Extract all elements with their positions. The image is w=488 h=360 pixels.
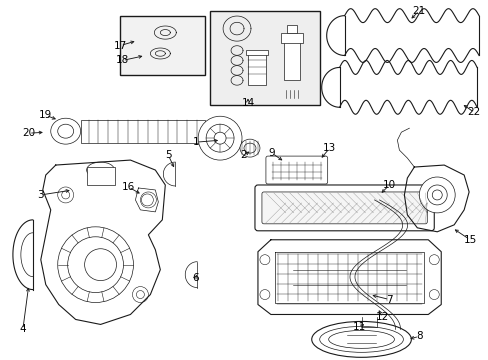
Text: 7: 7 [386, 294, 392, 305]
Text: 13: 13 [323, 143, 336, 153]
Circle shape [61, 191, 69, 199]
Ellipse shape [240, 139, 260, 157]
Text: 15: 15 [463, 235, 476, 245]
Circle shape [67, 237, 123, 293]
Bar [286, 24, 296, 32]
Ellipse shape [311, 321, 410, 357]
Circle shape [260, 289, 269, 300]
Text: 11: 11 [352, 323, 366, 332]
Bar [210, 11, 319, 105]
Text: 17: 17 [114, 41, 127, 50]
Bar [245, 50, 267, 55]
Text: 5: 5 [164, 150, 171, 160]
Ellipse shape [51, 118, 81, 144]
Circle shape [84, 249, 116, 280]
Circle shape [427, 185, 447, 205]
Circle shape [206, 124, 234, 152]
FancyBboxPatch shape [254, 185, 433, 231]
Text: 12: 12 [375, 312, 388, 323]
Text: 22: 22 [467, 107, 480, 117]
Text: 16: 16 [122, 182, 135, 192]
Text: 14: 14 [241, 98, 254, 108]
Ellipse shape [58, 124, 74, 138]
Circle shape [132, 287, 148, 302]
Text: 10: 10 [382, 180, 395, 190]
Text: 9: 9 [268, 148, 275, 158]
Text: 18: 18 [116, 55, 129, 66]
Ellipse shape [86, 162, 114, 178]
Ellipse shape [244, 143, 255, 153]
Text: 20: 20 [22, 128, 35, 138]
FancyBboxPatch shape [265, 156, 327, 184]
Text: 2: 2 [240, 150, 247, 160]
Circle shape [419, 177, 454, 213]
Text: 21: 21 [412, 6, 425, 15]
Text: 4: 4 [20, 324, 26, 334]
Bar [247, 54, 265, 85]
Text: 3: 3 [38, 190, 44, 200]
Ellipse shape [319, 327, 403, 352]
Circle shape [144, 196, 152, 204]
Circle shape [431, 190, 441, 200]
Circle shape [58, 227, 133, 302]
Circle shape [198, 116, 242, 160]
Text: 19: 19 [39, 110, 52, 120]
Bar [283, 41, 299, 80]
Circle shape [58, 187, 74, 203]
Bar [81, 120, 205, 143]
Polygon shape [154, 26, 176, 39]
Circle shape [140, 192, 156, 208]
Text: 8: 8 [415, 332, 422, 341]
FancyBboxPatch shape [262, 192, 427, 224]
Ellipse shape [328, 330, 394, 348]
Circle shape [428, 289, 438, 300]
Circle shape [141, 194, 153, 206]
Bar [280, 32, 302, 42]
Circle shape [214, 132, 225, 144]
Text: 6: 6 [191, 273, 198, 283]
Bar [86, 167, 114, 185]
Circle shape [260, 255, 269, 265]
Text: 1: 1 [192, 137, 199, 147]
Circle shape [136, 291, 144, 298]
Circle shape [428, 255, 438, 265]
Bar [120, 15, 205, 75]
